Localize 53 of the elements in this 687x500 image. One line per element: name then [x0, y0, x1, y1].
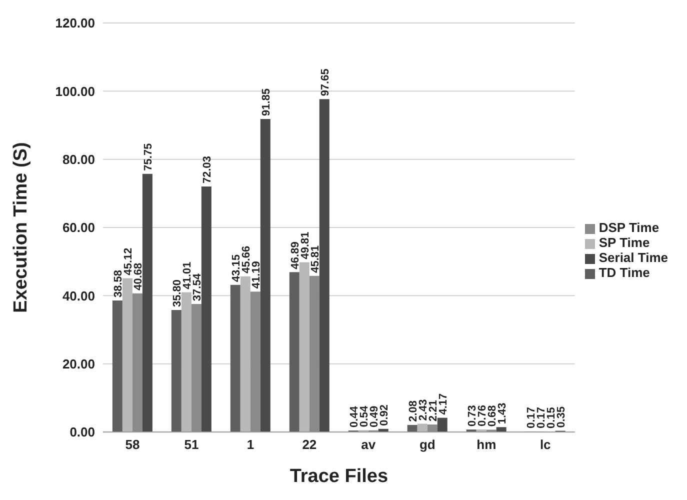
data-label: 0.73 — [466, 405, 478, 427]
x-tick-label: gd — [419, 437, 436, 452]
data-label: 0.49 — [368, 406, 380, 428]
x-tick-label: 58 — [125, 437, 140, 452]
legend-label: SP Time — [598, 235, 650, 250]
y-tick-label: 80.00 — [62, 152, 95, 167]
data-label: 49.81 — [299, 232, 312, 260]
data-label: 40.68 — [132, 262, 144, 290]
data-label: 45.66 — [240, 246, 252, 274]
data-label: 0.92 — [378, 404, 390, 426]
data-label: 37.54 — [191, 272, 204, 302]
data-label: 0.17 — [535, 407, 548, 428]
data-label: 0.44 — [348, 405, 360, 428]
data-label: 2.08 — [407, 400, 420, 422]
x-tick-label: 1 — [246, 437, 254, 452]
x-tick-label: hm — [476, 437, 496, 452]
y-tick-label: 60.00 — [62, 220, 95, 236]
x-tick-label: av — [361, 437, 376, 452]
data-label: 4.17 — [437, 393, 450, 415]
data-label: 91.85 — [260, 88, 272, 116]
x-axis-title: Trace Files — [290, 466, 388, 487]
data-label: 2.21 — [427, 400, 440, 422]
data-label: 41.19 — [250, 261, 262, 289]
y-tick-label: 40.00 — [62, 288, 95, 304]
data-label: 0.17 — [525, 407, 538, 428]
data-label: 35.80 — [171, 279, 184, 307]
data-label: 2.43 — [417, 399, 430, 421]
data-label: 0.68 — [486, 405, 498, 427]
y-tick-label: 0.00 — [70, 424, 95, 440]
data-label: 97.65 — [319, 68, 332, 96]
data-label: 1.43 — [496, 402, 508, 424]
data-label: 46.89 — [289, 242, 302, 270]
legend-label: DSP Time — [598, 220, 660, 235]
data-label: 0.15 — [545, 407, 558, 428]
y-tick-label: 20.00 — [62, 356, 95, 372]
legend-label: TD Time — [598, 265, 650, 280]
data-label: 45.81 — [309, 245, 322, 273]
data-label: 41.01 — [181, 262, 194, 290]
y-axis-title: Execution Time (S) — [10, 142, 32, 313]
data-label: 72.03 — [201, 156, 214, 184]
data-label: 0.54 — [358, 404, 370, 428]
legend-label: Serial Time — [598, 250, 668, 265]
x-tick-label: lc — [540, 437, 551, 452]
x-tick-label: 22 — [302, 437, 317, 452]
data-label: 0.76 — [476, 404, 488, 426]
data-label: 38.58 — [112, 270, 124, 298]
data-label: 0.35 — [555, 406, 568, 428]
y-tick-label: 120.00 — [55, 16, 95, 31]
data-label: 45.12 — [122, 248, 134, 276]
x-tick-label: 51 — [184, 437, 199, 452]
y-tick-label: 100.00 — [55, 84, 95, 99]
data-label: 43.15 — [230, 254, 242, 282]
data-label: 75.75 — [142, 143, 154, 171]
